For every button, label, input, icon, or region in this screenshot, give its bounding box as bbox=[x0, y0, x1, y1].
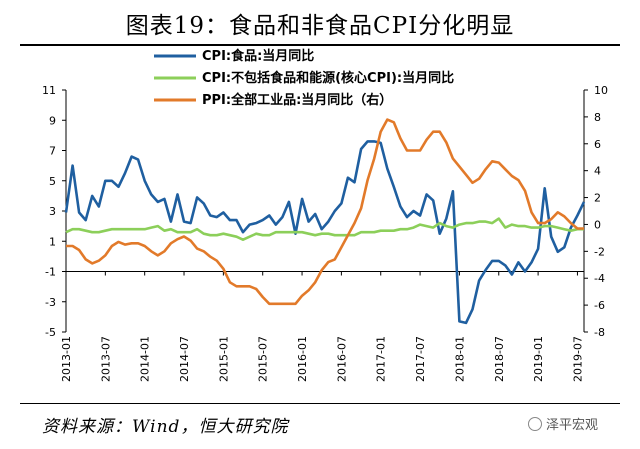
x-tick-label: 2016-01 bbox=[296, 336, 309, 382]
x-tick-label: 2014-07 bbox=[178, 336, 191, 382]
x-tick-label: 2016-07 bbox=[335, 336, 348, 382]
left-tick-label: 1 bbox=[49, 235, 56, 248]
right-tick-label: -8 bbox=[594, 326, 605, 339]
right-tick-label: 4 bbox=[594, 165, 601, 178]
x-tick-label: 2017-01 bbox=[375, 336, 388, 382]
right-tick-label: -2 bbox=[594, 245, 605, 258]
left-tick-label: 7 bbox=[49, 145, 56, 158]
source-note: 资料来源：Wind，恒大研究院 bbox=[42, 417, 289, 437]
x-tick-label: 2017-07 bbox=[414, 336, 427, 382]
x-tick-label: 2019-07 bbox=[571, 336, 584, 382]
x-tick-label: 2013-01 bbox=[60, 336, 73, 382]
left-tick-label: -5 bbox=[45, 326, 56, 339]
legend-label-3: PPI:全部工业品:当月同比（右） bbox=[202, 92, 392, 108]
title-divider bbox=[20, 44, 620, 46]
right-tick-label: 2 bbox=[594, 192, 601, 205]
wechat-badge: 泽平宏观 bbox=[528, 414, 598, 433]
left-tick-label: -3 bbox=[45, 296, 56, 309]
x-tick-label: 2015-07 bbox=[257, 336, 270, 382]
x-tick-label: 2019-01 bbox=[532, 336, 545, 382]
left-tick-label: 5 bbox=[49, 175, 56, 188]
x-tick-label: 2018-01 bbox=[453, 336, 466, 382]
badge-label: 泽平宏观 bbox=[546, 418, 599, 433]
series-line-1 bbox=[64, 140, 586, 325]
right-tick-label: -6 bbox=[594, 299, 605, 312]
left-tick-label: -1 bbox=[45, 266, 56, 279]
x-tick-label: 2018-07 bbox=[493, 336, 506, 382]
series-line-3 bbox=[66, 118, 584, 306]
left-tick-label: 9 bbox=[49, 114, 56, 127]
legend-label-1: CPI:食品:当月同比 bbox=[202, 48, 314, 64]
x-tick-label: 2015-01 bbox=[217, 336, 230, 382]
source-divider bbox=[20, 403, 620, 404]
legend-label-2: CPI:不包括食品和能源(核心CPI):当月同比 bbox=[202, 70, 454, 86]
left-tick-label: 3 bbox=[49, 205, 56, 218]
right-tick-label: 8 bbox=[594, 111, 601, 124]
x-tick-label: 2014-01 bbox=[139, 336, 152, 382]
left-tick-label: 11 bbox=[42, 84, 56, 97]
chart-title: 图表19：食品和非食品CPI分化明显 bbox=[125, 13, 515, 39]
x-tick-label: 2013-07 bbox=[99, 336, 112, 382]
right-tick-label: 10 bbox=[594, 84, 608, 97]
right-tick-label: -4 bbox=[594, 272, 605, 285]
right-tick-label: 6 bbox=[594, 138, 601, 151]
right-tick-label: 0 bbox=[594, 218, 601, 231]
series-line-2 bbox=[65, 217, 584, 241]
wechat-logo-icon bbox=[528, 417, 542, 431]
